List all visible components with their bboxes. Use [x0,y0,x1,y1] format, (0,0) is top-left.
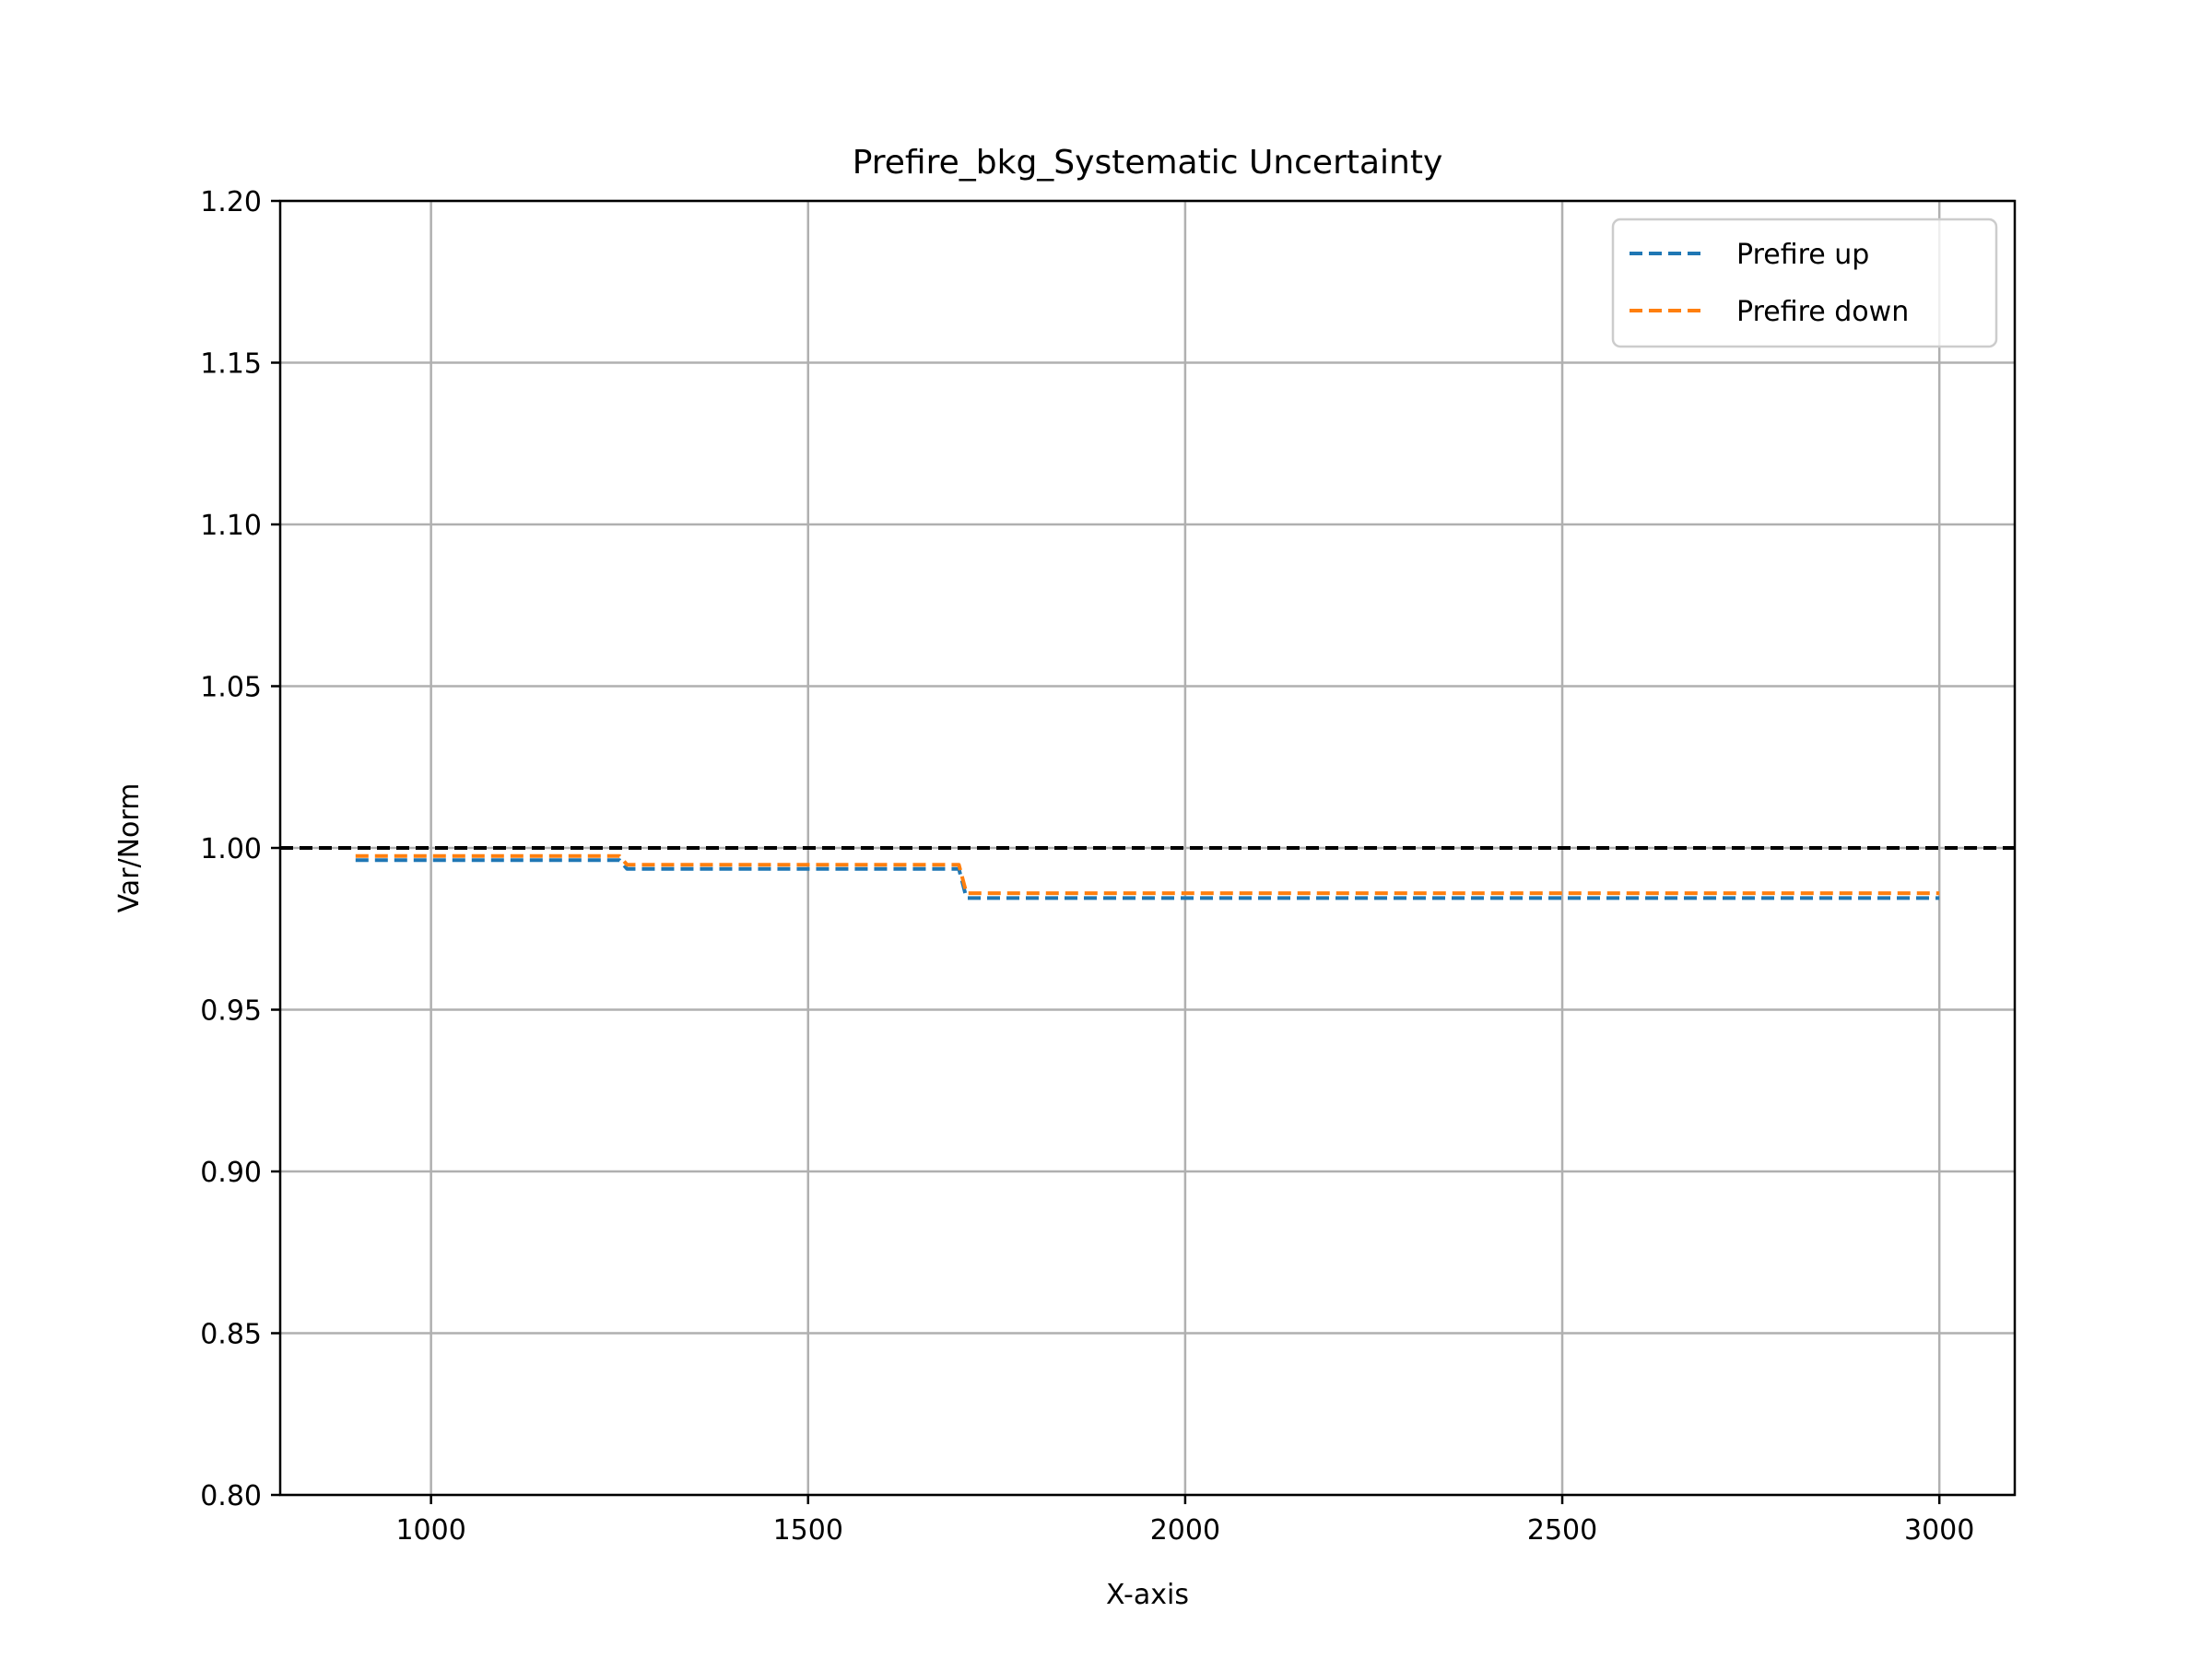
series-line-prefire-up [355,858,1940,900]
y-tick-label: 0.80 [200,1480,262,1512]
x-tick-label: 3000 [1904,1514,1974,1547]
series-group [355,853,1940,900]
chart-title: Prefire_bkg_Systematic Uncertainty [853,144,1443,182]
series-line-prefire-down [355,853,1940,896]
y-tick-label: 1.20 [200,186,262,218]
y-tick-label: 0.90 [200,1157,262,1189]
x-tick-label: 1500 [773,1514,843,1547]
y-ticks: 0.80 0.85 0.90 0.95 1.00 1.05 1.10 1.15 1.20 [200,186,280,1512]
legend-box [1611,218,1998,348]
x-tick-label: 1000 [395,1514,465,1547]
y-tick-label: 1.15 [200,348,262,381]
x-tick-label: 2000 [1150,1514,1220,1547]
y-tick-label: 0.85 [200,1319,262,1351]
y-tick-label: 0.95 [200,995,262,1028]
x-tick-label: 2500 [1527,1514,1597,1547]
x-axis-label: X-axis [1106,1579,1189,1611]
x-ticks: 1000 1500 2000 2500 3000 [395,1495,1974,1547]
y-axis-label: Var/Norm [113,783,146,913]
legend-label: Prefire down [1736,296,1909,328]
y-tick-label: 1.10 [200,510,262,542]
y-tick-label: 1.00 [200,833,262,865]
legend-label: Prefire up [1736,239,1869,271]
y-tick-label: 1.05 [200,672,262,704]
legend: Prefire up Prefire down [1611,218,1998,348]
